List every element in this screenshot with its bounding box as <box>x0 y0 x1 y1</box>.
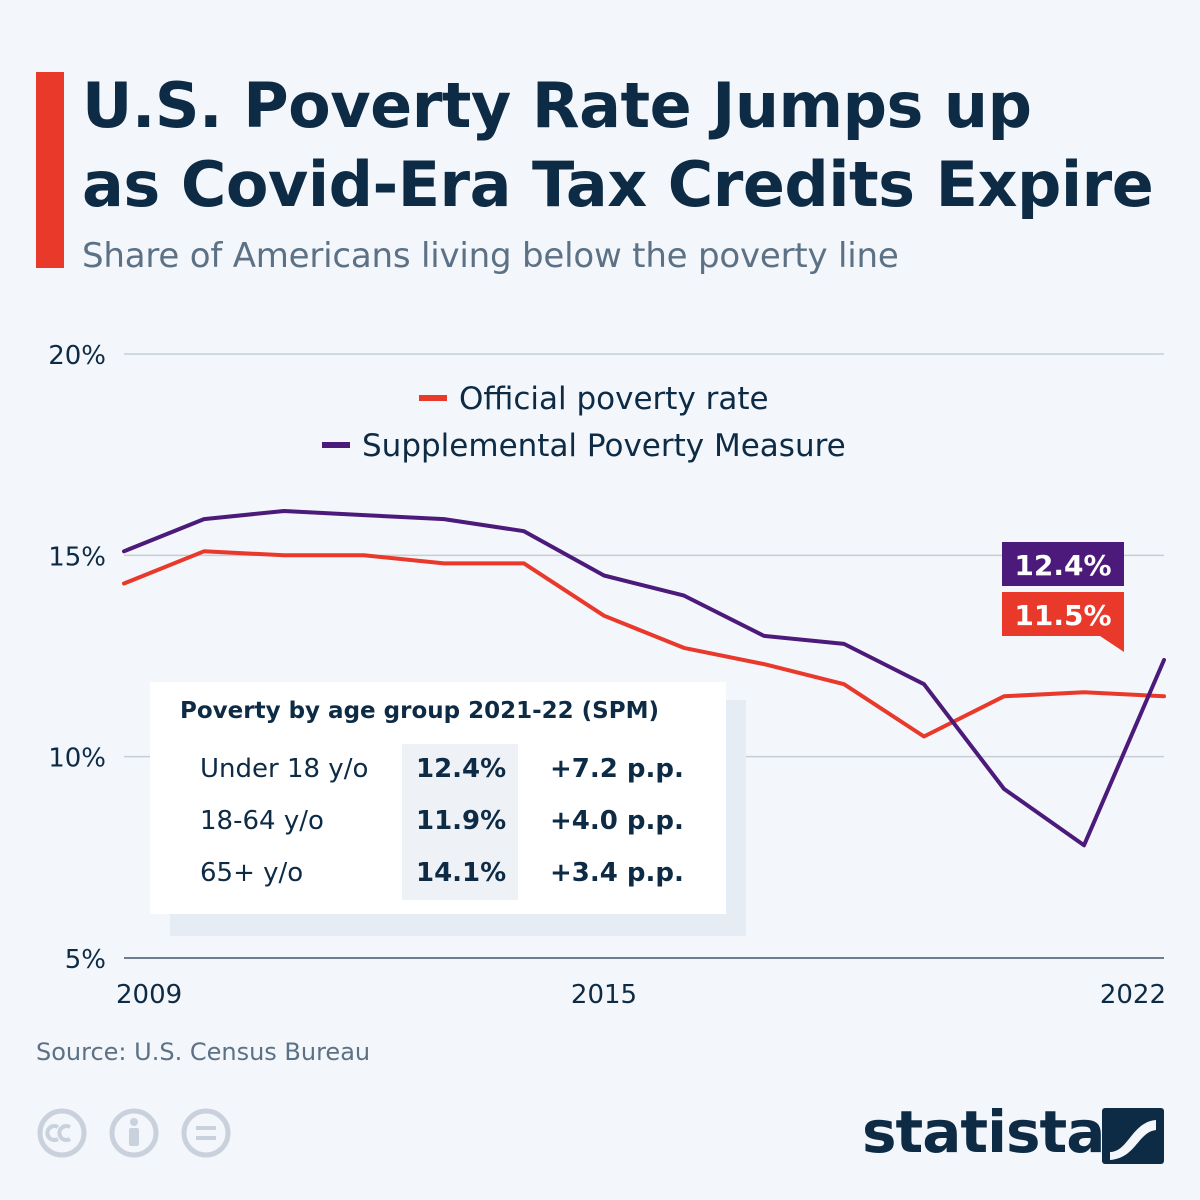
age-table-title: Poverty by age group 2021-22 (SPM) <box>180 698 660 724</box>
age-group-change: +4.0 p.p. <box>550 806 684 836</box>
series-lines <box>122 509 1166 848</box>
license-icons[interactable] <box>36 1106 246 1160</box>
x-tick-label: 2009 <box>116 980 182 1010</box>
age-group-change: +3.4 p.p. <box>550 858 684 888</box>
age-group-value: 12.4% <box>416 754 507 784</box>
age-group-label: 18-64 y/o <box>200 806 324 836</box>
statista-wordmark[interactable]: statista <box>862 1098 1105 1166</box>
title-line-1: U.S. Poverty Rate Jumps up <box>82 69 1032 142</box>
x-tick-label: 2022 <box>1100 980 1166 1010</box>
end-label-pointer-official <box>1100 636 1124 652</box>
age-group-label: Under 18 y/o <box>200 754 369 784</box>
age-table-value-column <box>402 744 518 900</box>
end-label-bg-spm <box>1002 542 1124 586</box>
age-group-table: Poverty by age group 2021-22 (SPM) Under… <box>150 682 726 914</box>
table-row: 65+ y/o 14.1% +3.4 p.p. <box>150 848 726 898</box>
end-label-spm: 12.4% <box>1014 549 1111 582</box>
end-label-bg-official <box>1002 592 1124 636</box>
y-axis-ticks: 5% 10% 15% 20% <box>48 341 106 975</box>
age-group-change: +7.2 p.p. <box>550 754 684 784</box>
age-group-value: 11.9% <box>416 806 507 836</box>
y-tick-label: 15% <box>48 542 106 572</box>
y-tick-label: 10% <box>48 744 106 774</box>
no-derivatives-icon[interactable] <box>181 1108 231 1158</box>
title-line-2: as Covid-Era Tax Credits Expire <box>82 148 1154 221</box>
chart-subtitle: Share of Americans living below the pove… <box>82 236 899 276</box>
legend-label-spm: Supplemental Poverty Measure <box>362 428 846 464</box>
title-accent-bar <box>36 72 64 268</box>
series-line-official <box>122 549 1166 739</box>
y-tick-label: 5% <box>65 945 106 975</box>
age-group-value: 14.1% <box>416 858 507 888</box>
y-tick-label: 20% <box>48 341 106 371</box>
statista-logo-icon[interactable] <box>1102 1108 1164 1164</box>
x-axis-ticks: 2009 2015 2022 <box>116 980 1166 1010</box>
x-tick-label: 2015 <box>571 980 637 1010</box>
end-label-official: 11.5% <box>1014 599 1111 632</box>
attribution-icon[interactable] <box>109 1108 159 1158</box>
age-group-label: 65+ y/o <box>200 858 304 888</box>
series-line-spm <box>122 509 1166 848</box>
source-note: Source: U.S. Census Bureau <box>36 1038 371 1066</box>
chart-title: U.S. Poverty Rate Jumps up as Covid-Era … <box>82 66 1182 224</box>
table-row: 18-64 y/o 11.9% +4.0 p.p. <box>150 796 726 846</box>
legend-label-official: Official poverty rate <box>459 381 769 417</box>
end-value-labels: 12.4% 11.5% <box>1002 542 1124 652</box>
table-row: Under 18 y/o 12.4% +7.2 p.p. <box>150 744 726 794</box>
legend: Official poverty rate Supplemental Pover… <box>322 381 846 464</box>
cc-icon[interactable] <box>37 1108 87 1158</box>
